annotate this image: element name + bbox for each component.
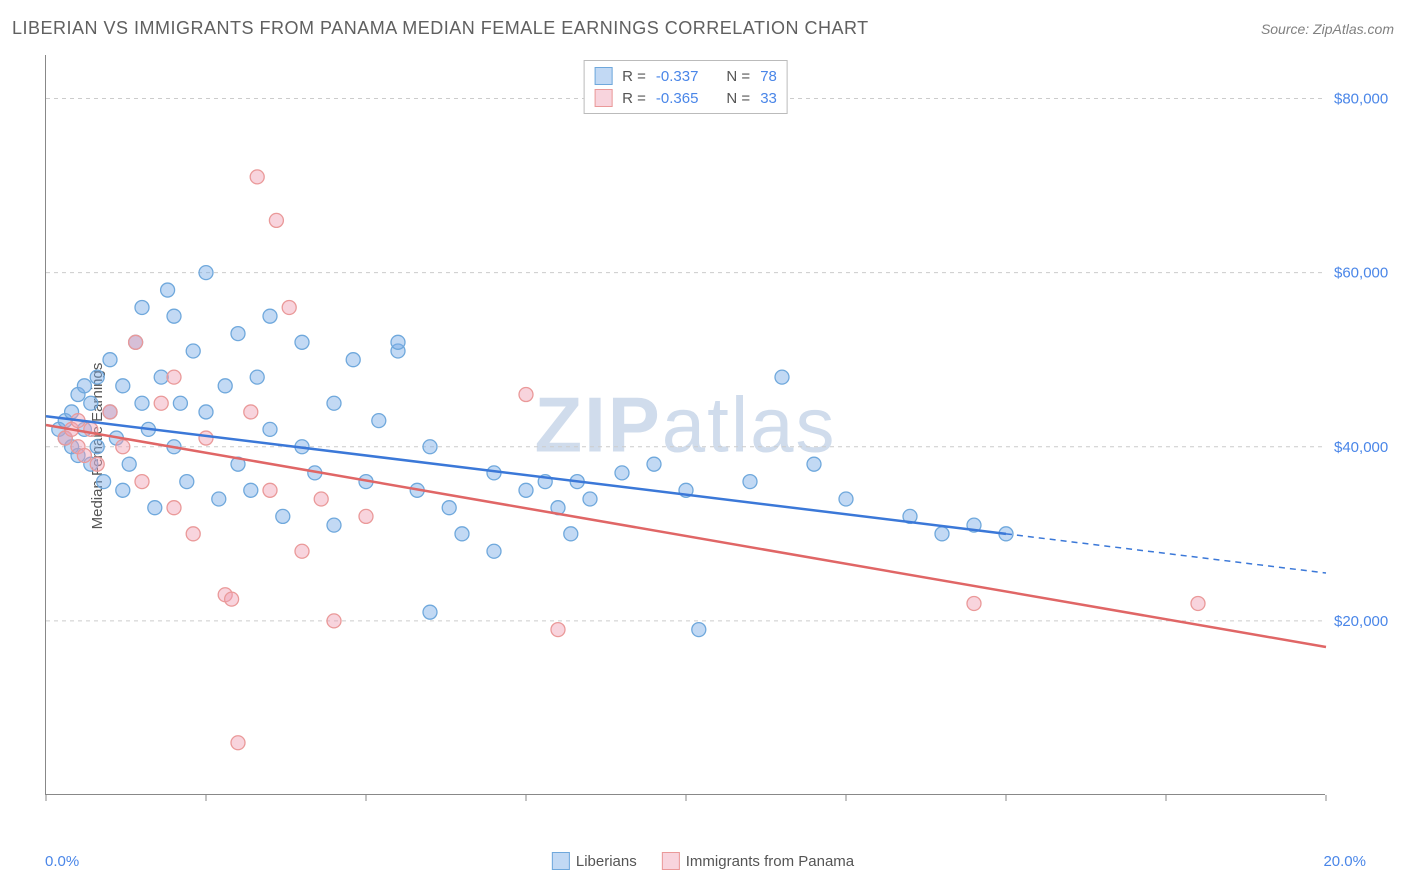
r-value: -0.365 [656, 90, 699, 107]
n-label: N = [726, 90, 750, 107]
legend-label: Immigrants from Panama [686, 853, 854, 870]
legend-label: Liberians [576, 853, 637, 870]
correlation-stats-legend: R = -0.337 N = 78 R = -0.365 N = 33 [583, 60, 788, 114]
x-axis-max-label: 20.0% [1323, 853, 1366, 870]
svg-text:$20,000: $20,000 [1334, 613, 1388, 630]
n-label: N = [726, 68, 750, 85]
chart-svg: $20,000$40,000$60,000$80,000 [46, 55, 1325, 794]
r-label: R = [622, 90, 646, 107]
x-axis-min-label: 0.0% [45, 853, 79, 870]
n-value: 78 [760, 68, 777, 85]
swatch-series-1 [662, 852, 680, 870]
swatch-series-0 [552, 852, 570, 870]
svg-text:$40,000: $40,000 [1334, 439, 1388, 456]
r-value: -0.337 [656, 68, 699, 85]
plot-area: ZIPatlas R = -0.337 N = 78 R = -0.365 N … [45, 55, 1325, 795]
legend-item: Immigrants from Panama [662, 852, 854, 870]
chart-title: LIBERIAN VS IMMIGRANTS FROM PANAMA MEDIA… [12, 18, 869, 39]
legend-item: Liberians [552, 852, 637, 870]
svg-text:$60,000: $60,000 [1334, 265, 1388, 282]
title-bar: LIBERIAN VS IMMIGRANTS FROM PANAMA MEDIA… [12, 18, 1394, 39]
stats-row: R = -0.337 N = 78 [594, 65, 777, 87]
swatch-series-1 [594, 89, 612, 107]
svg-text:$80,000: $80,000 [1334, 91, 1388, 108]
swatch-series-0 [594, 67, 612, 85]
series-legend: Liberians Immigrants from Panama [552, 852, 854, 870]
stats-row: R = -0.365 N = 33 [594, 87, 777, 109]
n-value: 33 [760, 90, 777, 107]
r-label: R = [622, 68, 646, 85]
source-attribution: Source: ZipAtlas.com [1261, 21, 1394, 37]
